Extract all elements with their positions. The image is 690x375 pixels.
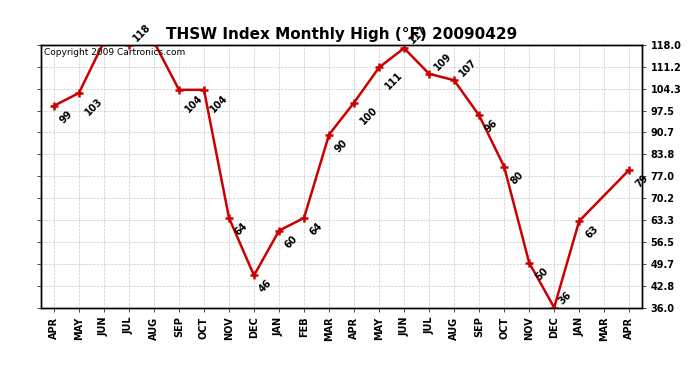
Text: 46: 46 bbox=[257, 278, 273, 295]
Text: 100: 100 bbox=[358, 105, 380, 127]
Text: 119: 119 bbox=[0, 374, 1, 375]
Text: 104: 104 bbox=[208, 93, 230, 114]
Text: 104: 104 bbox=[183, 93, 204, 114]
Text: 99: 99 bbox=[58, 109, 75, 125]
Text: 90: 90 bbox=[333, 137, 350, 154]
Text: 118: 118 bbox=[132, 22, 153, 44]
Text: 63: 63 bbox=[583, 224, 600, 240]
Text: 64: 64 bbox=[308, 220, 325, 237]
Text: 111: 111 bbox=[383, 70, 404, 92]
Text: Copyright 2009 Cartronics.com: Copyright 2009 Cartronics.com bbox=[44, 48, 186, 57]
Title: THSW Index Monthly High (°F) 20090429: THSW Index Monthly High (°F) 20090429 bbox=[166, 27, 518, 42]
Text: 103: 103 bbox=[83, 96, 104, 117]
Text: 96: 96 bbox=[483, 118, 500, 135]
Text: 80: 80 bbox=[509, 170, 525, 186]
Text: 50: 50 bbox=[533, 266, 550, 282]
Text: 107: 107 bbox=[457, 57, 478, 79]
Text: 60: 60 bbox=[283, 234, 299, 250]
Text: 36: 36 bbox=[557, 290, 573, 306]
Text: 79: 79 bbox=[633, 172, 650, 189]
Text: 119: 119 bbox=[0, 374, 1, 375]
Text: 64: 64 bbox=[233, 220, 250, 237]
Text: 109: 109 bbox=[432, 51, 453, 72]
Text: 117: 117 bbox=[407, 24, 428, 45]
